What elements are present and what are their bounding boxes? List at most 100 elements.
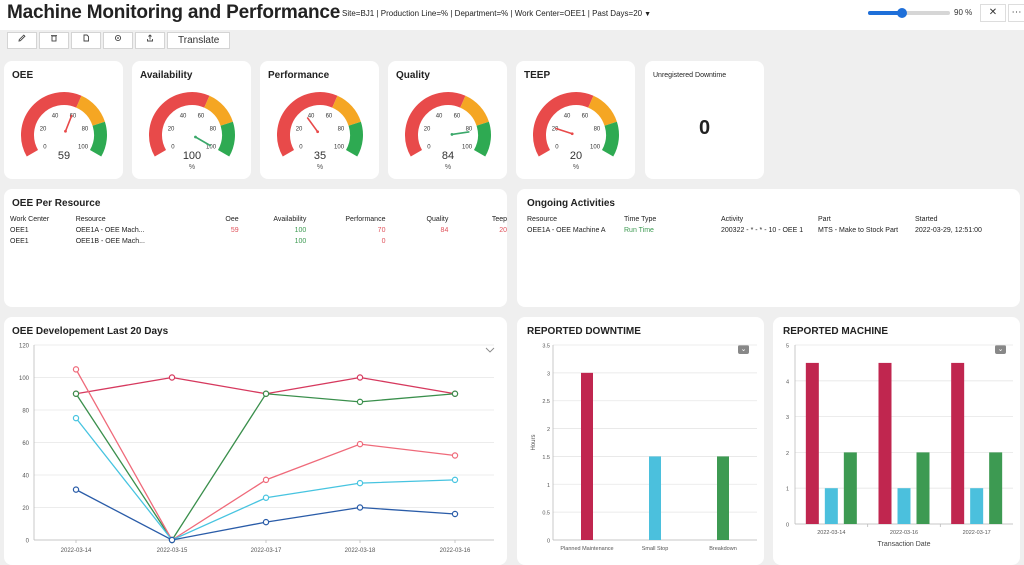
- table-cell: [448, 236, 507, 247]
- gauge-needle: [306, 117, 319, 133]
- column-header[interactable]: Part: [818, 216, 831, 223]
- series-line: [75, 393, 456, 542]
- table-cell: 59: [230, 227, 239, 234]
- gauge-tick-label: 100: [462, 145, 473, 151]
- data-point: [451, 452, 459, 459]
- document-icon: [83, 34, 89, 42]
- y-axis-label: Hours: [531, 434, 537, 450]
- gauge-segment-amber: [203, 95, 233, 127]
- column-header[interactable]: Performance: [345, 216, 386, 223]
- column-header[interactable]: Time Type: [624, 216, 657, 223]
- bar: [970, 488, 984, 524]
- column-header[interactable]: Started: [915, 216, 938, 223]
- bar: [581, 372, 593, 540]
- x-tick-label: 2022-03-14: [61, 548, 92, 554]
- gear-icon: [114, 34, 122, 42]
- table-cell: OEE1A - OEE Mach...: [75, 227, 145, 234]
- column-header[interactable]: Teep: [491, 216, 507, 223]
- data-point: [72, 486, 80, 493]
- column-header[interactable]: Quality: [426, 216, 449, 223]
- bar: [951, 362, 965, 524]
- close-button[interactable]: ✕: [980, 4, 1006, 22]
- x-tick-label: 2022-03-14: [817, 530, 845, 536]
- unregistered-downtime-card: Unregistered Downtime 0: [645, 61, 764, 179]
- oee-per-resource-table: Work Center Resource Oee Availability Pe…: [10, 214, 507, 247]
- gauge-segment-green: [89, 121, 107, 157]
- x-axis-label: Transaction Date: [877, 541, 930, 548]
- gauge-unit: %: [573, 164, 579, 171]
- chart-menu-button[interactable]: ⌄: [995, 345, 1006, 354]
- table-cell: 84: [440, 227, 449, 234]
- gauge-segment-green: [601, 121, 619, 157]
- gauge-tick-label: 60: [198, 113, 205, 119]
- gauge-needle: [451, 131, 470, 136]
- reported-downtime-title: REPORTED DOWNTIME: [527, 326, 641, 337]
- reported-machine-chart: 0 1 2 3 4 5 2022-03-14 2022-03-16 2022-03-17 Tran…: [786, 344, 1013, 548]
- gauge-tick-label: 100: [334, 145, 345, 151]
- gauge-tick-label: 0: [299, 145, 303, 151]
- gauge-needle-hub: [450, 133, 454, 136]
- gauge-tick-label: 100: [78, 145, 89, 151]
- x-tick-label: 2022-03-17: [251, 548, 282, 554]
- gauge-tick-label: 40: [564, 113, 571, 119]
- data-point: [451, 390, 459, 397]
- data-point: [451, 476, 459, 484]
- gauge-tick-label: 80: [338, 127, 345, 133]
- column-header[interactable]: Oee: [225, 216, 239, 223]
- table-cell: [193, 236, 239, 247]
- bar: [989, 452, 1003, 524]
- filter-summary[interactable]: Site=BJ1 | Production Line=% | Departmen…: [342, 9, 651, 18]
- gauge-tick-label: 0: [427, 145, 431, 151]
- kpi-title: Performance: [268, 70, 330, 81]
- table-cell: OEE1A - OEE Machine A: [527, 227, 606, 234]
- table-row[interactable]: OEE1A - OEE Machine A Run Time 200322 - …: [527, 225, 1005, 236]
- oee-development-title: OEE Developement Last 20 Days: [12, 326, 169, 337]
- gauge-segment-amber: [75, 95, 105, 127]
- gauge-needle: [555, 127, 573, 135]
- gauge-needle: [194, 136, 211, 147]
- gauge-needle-hub: [316, 130, 320, 134]
- kpi-title: OEE: [12, 70, 34, 81]
- x-tick-label: 2022-03-16: [440, 548, 471, 554]
- x-tick-label: 2022-03-15: [157, 548, 188, 554]
- gauge-value: 84: [442, 150, 454, 162]
- zoom-slider[interactable]: [868, 7, 950, 19]
- y-tick-label: 80: [22, 409, 29, 415]
- kpi-title: TEEP: [524, 70, 551, 81]
- copy-button[interactable]: [71, 32, 101, 49]
- more-button[interactable]: ⋯: [1008, 4, 1024, 22]
- zoom-track: [868, 11, 950, 15]
- settings-button[interactable]: [103, 32, 133, 49]
- kpi-card-performance: Performance 0 20 40 60 80 100 35%: [260, 61, 379, 179]
- pencil-icon: [18, 34, 26, 42]
- gauge-segment-green: [217, 121, 235, 157]
- column-header[interactable]: Resource: [75, 216, 106, 223]
- gauge-tick-label: 0: [43, 145, 47, 151]
- gauge-segment-amber: [459, 95, 489, 127]
- y-tick-label: 100: [19, 376, 30, 382]
- delete-button[interactable]: [39, 32, 69, 49]
- table-row[interactable]: OEE1 OEE1A - OEE Mach... 59 100 70 84 20: [10, 225, 507, 236]
- reported-downtime-chart: 0 0.5 1 1.5 2 2.5 3 3.5 Hours Planned Maintenance…: [531, 344, 757, 552]
- chevron-down-icon: ⌄: [997, 346, 1004, 353]
- data-point: [356, 398, 364, 406]
- kpi-title: Availability: [140, 70, 193, 81]
- bar: [843, 452, 857, 524]
- column-header[interactable]: Resource: [527, 216, 557, 223]
- column-header[interactable]: Work Center: [10, 216, 50, 223]
- column-header[interactable]: Activity: [721, 216, 744, 223]
- zoom-thumb[interactable]: [897, 8, 908, 18]
- y-tick-label: 0: [26, 539, 30, 545]
- table-row[interactable]: OEE1 OEE1B - OEE Mach... 100 0: [10, 236, 507, 247]
- gauge-unit: %: [445, 164, 451, 171]
- table-header-row: Resource Time Type Activity Part Started: [527, 214, 1005, 225]
- data-point: [72, 414, 80, 422]
- gauge-tick-label: 40: [436, 113, 443, 119]
- column-header[interactable]: Availability: [273, 216, 307, 223]
- chart-menu-button[interactable]: ⌄: [738, 345, 749, 354]
- kpi-card-quality: Quality 0 20 40 60 80 100 84%: [388, 61, 507, 179]
- share-button[interactable]: [135, 32, 165, 49]
- translate-button[interactable]: Translate: [167, 32, 231, 49]
- kpi-title: Quality: [396, 70, 430, 81]
- edit-button[interactable]: [7, 32, 37, 49]
